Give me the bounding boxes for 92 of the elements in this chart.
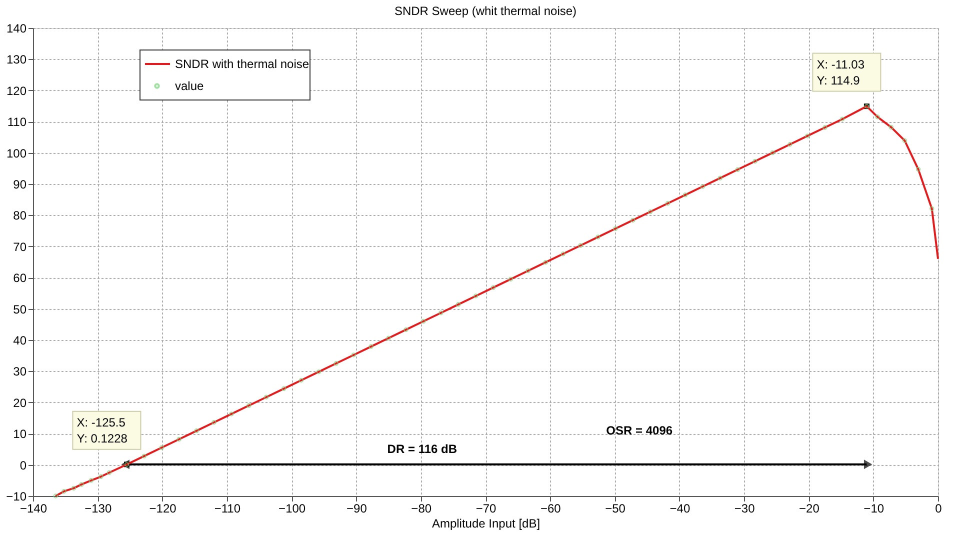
point — [682, 192, 688, 198]
y-tick-label: 70 — [13, 240, 27, 254]
y-tick-label: 0 — [20, 458, 27, 472]
point — [752, 158, 758, 164]
point — [142, 454, 147, 458]
x-tick-label: −20 — [799, 502, 820, 516]
point — [630, 218, 636, 223]
y-tick-label: −10 — [6, 490, 27, 504]
point — [246, 403, 252, 408]
x-tick-label: −120 — [149, 502, 177, 516]
x-tick-label: −80 — [411, 502, 432, 516]
annotation: X: -125.5 Y: 0.1228 — [76, 415, 128, 446]
point — [822, 125, 828, 130]
point — [788, 142, 792, 147]
y-tick-label: 120 — [6, 84, 27, 98]
point — [613, 226, 618, 231]
point — [735, 167, 740, 172]
y-tick-label: 60 — [13, 271, 27, 286]
point — [264, 394, 269, 400]
x-axis-title: Amplitude Input [dB] — [432, 516, 540, 530]
point — [404, 327, 408, 332]
point — [840, 116, 845, 122]
y-tick-label: 130 — [6, 52, 27, 67]
point — [560, 252, 566, 256]
point — [508, 276, 514, 282]
point — [53, 494, 58, 498]
point — [281, 386, 286, 392]
point — [875, 114, 880, 120]
chart-title: SNDR Sweep (whit thermal noise) — [394, 4, 577, 18]
y-tick-label: 90 — [13, 178, 27, 192]
x-tick-label: −100 — [278, 502, 306, 516]
point — [351, 352, 356, 358]
point — [665, 200, 670, 206]
point — [421, 318, 426, 324]
point — [888, 124, 894, 130]
x-tick-label: −140 — [20, 502, 48, 516]
point — [490, 285, 496, 290]
point — [596, 234, 600, 240]
point — [386, 336, 391, 340]
point — [212, 420, 216, 425]
point — [159, 445, 164, 450]
point — [543, 260, 548, 265]
point — [718, 176, 723, 180]
x-tick-label: −10 — [864, 502, 884, 516]
x-tick-label: −110 — [214, 502, 241, 516]
y-tick-label: 40 — [13, 334, 27, 348]
annotation: DR = 116 dB — [387, 442, 458, 456]
point — [770, 150, 775, 156]
point — [334, 361, 339, 366]
point — [368, 344, 374, 349]
point — [902, 138, 908, 143]
y-tick-label: 30 — [13, 364, 27, 379]
y-tick-label: 80 — [13, 208, 27, 223]
point — [526, 268, 531, 274]
y-tick-label: 140 — [6, 22, 27, 36]
x-tick-label: −60 — [540, 502, 562, 516]
legend-label: value — [175, 79, 204, 93]
point — [88, 478, 94, 483]
point — [456, 302, 461, 307]
y-tick-label: 10 — [13, 427, 27, 442]
x-tick-label: −90 — [346, 502, 368, 516]
legend-label: SNDR with thermal noise — [175, 57, 310, 71]
point — [438, 310, 444, 316]
x-tick-label: −130 — [84, 502, 112, 516]
point — [79, 482, 84, 487]
point — [62, 488, 66, 494]
point — [648, 209, 653, 214]
x-tick-label: −30 — [734, 502, 756, 516]
y-tick-label: 50 — [13, 302, 27, 316]
x-tick-label: −50 — [605, 502, 626, 516]
point — [700, 184, 706, 189]
y-tick-label: 110 — [7, 115, 27, 130]
x-tick-label: 0 — [935, 502, 942, 516]
x-tick-label: −40 — [670, 502, 690, 516]
point — [805, 134, 810, 138]
y-tick-label: 100 — [6, 146, 27, 160]
x-tick-label: −70 — [476, 502, 496, 516]
point — [929, 206, 934, 212]
annotation: X: -11.03 Y: 114.9 — [816, 57, 865, 88]
point — [229, 412, 234, 416]
point — [916, 166, 921, 172]
point — [194, 428, 199, 434]
point — [298, 378, 304, 383]
point — [98, 474, 104, 480]
point — [106, 470, 112, 475]
point — [71, 486, 76, 491]
point — [578, 243, 583, 248]
y-tick-label: 20 — [13, 396, 27, 410]
annotation: OSR = 4096 — [606, 423, 673, 438]
point — [316, 369, 322, 374]
point — [473, 294, 478, 298]
point — [176, 436, 182, 442]
